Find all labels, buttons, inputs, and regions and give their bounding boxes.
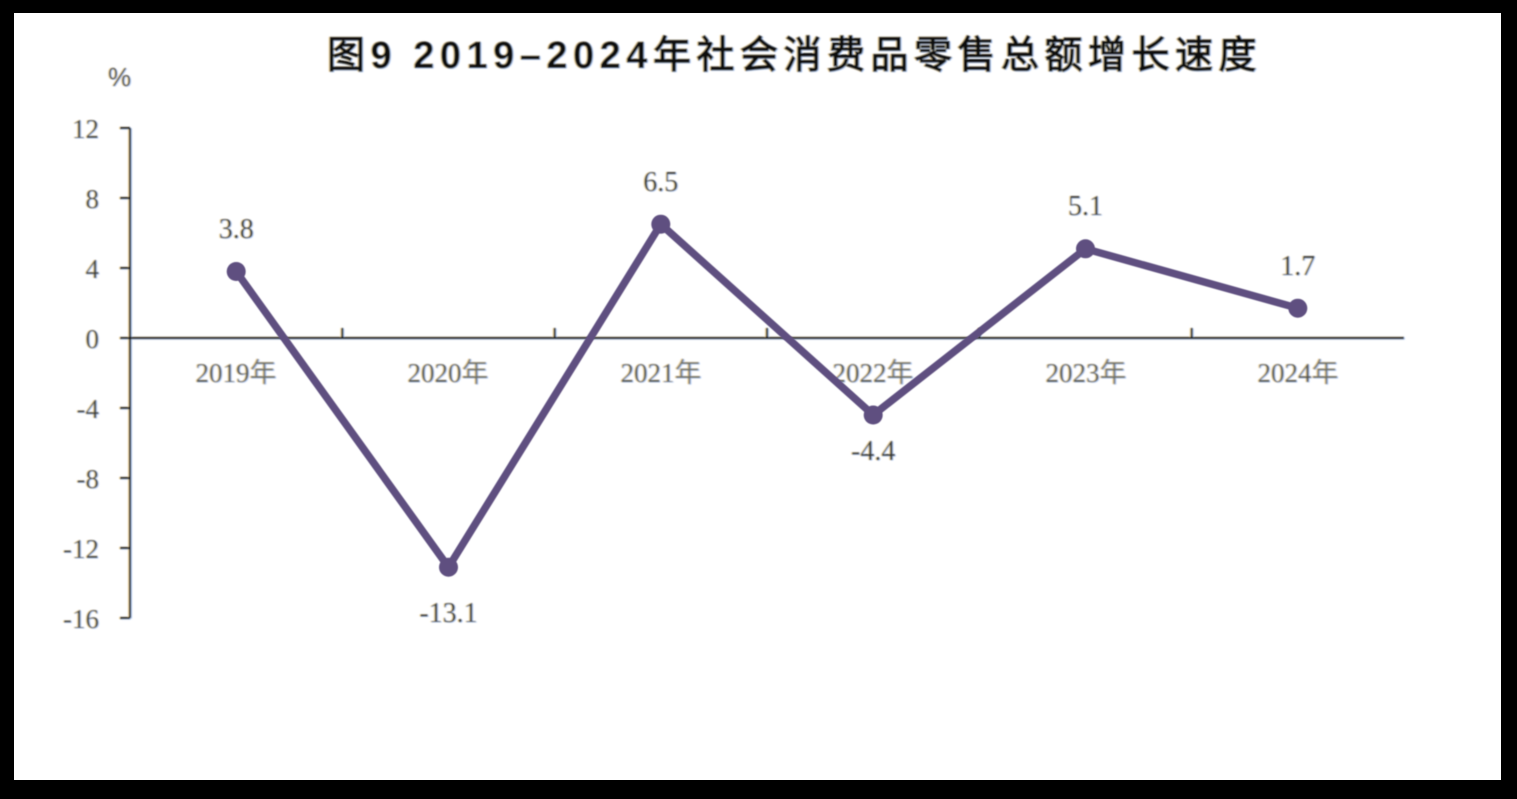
svg-text:4: 4: [86, 254, 100, 284]
svg-text:2024年: 2024年: [1258, 358, 1339, 388]
svg-text:2023年: 2023年: [1046, 358, 1127, 388]
svg-text:6.5: 6.5: [643, 167, 678, 198]
svg-text:2022年: 2022年: [833, 358, 914, 388]
svg-text:0: 0: [86, 324, 100, 354]
svg-text:-8: -8: [77, 464, 100, 494]
svg-text:-4.4: -4.4: [851, 436, 895, 467]
svg-text:12: 12: [72, 114, 99, 144]
svg-text:-13.1: -13.1: [419, 598, 477, 629]
svg-text:-4: -4: [77, 394, 100, 424]
svg-text:3.8: 3.8: [219, 214, 254, 245]
svg-text:8: 8: [86, 184, 100, 214]
svg-text:2021年: 2021年: [621, 358, 702, 388]
svg-text:2020年: 2020年: [408, 358, 489, 388]
svg-text:5.1: 5.1: [1068, 191, 1103, 222]
svg-text:-16: -16: [63, 604, 99, 634]
svg-text:1.7: 1.7: [1280, 251, 1315, 282]
svg-text:-12: -12: [63, 534, 99, 564]
svg-text:2019年: 2019年: [196, 358, 277, 388]
